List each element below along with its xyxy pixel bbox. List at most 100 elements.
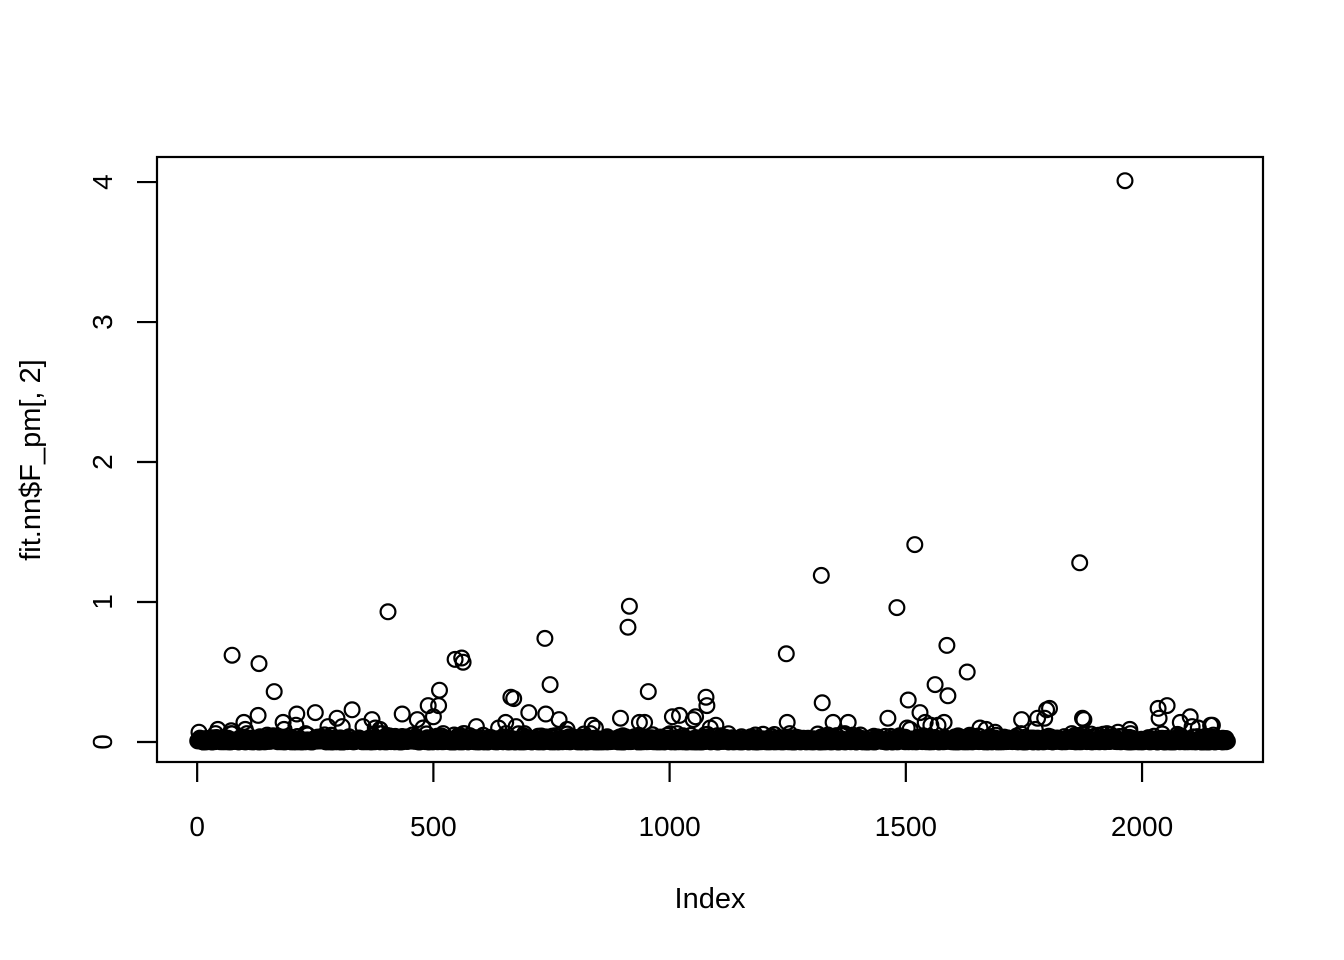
data-point-marker: [901, 720, 919, 738]
data-point-marker: [813, 694, 831, 712]
data-point-marker: [707, 716, 725, 734]
data-point-marker: [879, 709, 897, 727]
data-point-marker: [265, 683, 283, 701]
y-tick-label: 2: [87, 454, 118, 470]
data-point-marker: [408, 711, 426, 729]
data-point-marker: [639, 683, 657, 701]
x-tick-label: 1000: [638, 811, 700, 842]
data-point-marker: [454, 653, 472, 671]
x-axis-title: Index: [675, 883, 746, 915]
data-point-marker: [343, 701, 361, 719]
data-point-marker: [1040, 699, 1058, 717]
data-point-marker: [971, 719, 989, 737]
data-point-marker: [235, 713, 253, 731]
data-point-marker: [414, 719, 432, 737]
data-point-marker: [1013, 711, 1031, 729]
data-point-marker: [1181, 708, 1199, 726]
data-point-marker: [236, 720, 254, 738]
data-point-marker: [812, 566, 830, 584]
y-tick-label: 3: [87, 314, 118, 330]
x-tick-label: 1500: [875, 811, 937, 842]
data-point-marker: [1150, 709, 1168, 727]
data-point-marker: [698, 697, 716, 715]
data-point-marker: [1036, 709, 1054, 727]
data-point-marker: [431, 681, 449, 699]
data-point-marker: [1121, 720, 1139, 738]
data-point-marker: [223, 646, 241, 664]
data-point-marker: [1026, 720, 1044, 738]
data-point-marker: [619, 618, 637, 636]
data-point-marker: [986, 723, 1004, 741]
data-point-marker: [306, 704, 324, 722]
data-point-marker: [938, 636, 956, 654]
data-point-marker: [1116, 172, 1134, 190]
data-point-marker: [541, 676, 559, 694]
x-tick-label: 500: [410, 811, 457, 842]
data-point-marker: [636, 713, 654, 731]
x-axis: 0 500 1000 1500 2000: [189, 762, 1173, 842]
data-point-marker: [977, 720, 995, 738]
data-point-marker: [274, 713, 292, 731]
data-point-marker: [697, 688, 715, 706]
data-point-marker: [777, 645, 795, 663]
data-point-marker: [1073, 709, 1091, 727]
data-point-marker: [507, 718, 525, 736]
data-point-marker: [586, 719, 604, 737]
data-point-marker: [275, 720, 293, 738]
data-point-marker: [935, 713, 953, 731]
data-point-marker: [630, 713, 648, 731]
plot-border: [155, 155, 1265, 764]
data-point-marker: [684, 711, 702, 729]
data-point-marker: [550, 711, 568, 729]
x-tick-label: 0: [189, 811, 205, 842]
data-point-marker: [1203, 716, 1221, 734]
data-point-marker: [824, 713, 842, 731]
data-point-marker: [620, 597, 638, 615]
data-point-marker: [583, 716, 601, 734]
data-point-marker: [371, 720, 389, 738]
data-point-marker: [379, 603, 397, 621]
data-point-marker: [687, 708, 705, 726]
data-point-marker: [209, 720, 227, 738]
data-point-marker: [906, 536, 924, 554]
data-point-marker: [899, 691, 917, 709]
y-tick-label: 4: [87, 174, 118, 190]
data-point-marker: [497, 713, 515, 731]
data-point-marker: [1158, 697, 1176, 715]
data-point-marker: [1218, 732, 1236, 750]
data-point-marker: [1149, 699, 1167, 717]
y-axis-title: fit.nn$F_pm[, 2]: [15, 359, 47, 561]
data-point-marker: [939, 687, 957, 705]
data-point-marker: [250, 655, 268, 673]
data-point-marker: [520, 704, 538, 722]
data-point-marker: [393, 705, 411, 723]
y-tick-label: 0: [87, 734, 118, 750]
data-point-marker: [467, 718, 485, 736]
data-point-marker: [839, 713, 857, 731]
data-point-marker: [1029, 709, 1047, 727]
data-point-marker: [1075, 711, 1093, 729]
data-point-marker: [1109, 723, 1127, 741]
data-point-marker: [611, 709, 629, 727]
y-tick-label: 1: [87, 594, 118, 610]
data-point-marker: [288, 705, 306, 723]
data-point-marker: [1071, 554, 1089, 572]
data-point-marker: [778, 713, 796, 731]
data-points: [189, 172, 1236, 751]
data-point-marker: [911, 704, 929, 722]
data-point-marker: [505, 690, 523, 708]
data-point-marker: [926, 676, 944, 694]
data-point-marker: [536, 629, 554, 647]
data-point-marker: [287, 716, 305, 734]
y-axis: 0 1 2 3 4: [87, 174, 157, 750]
data-point-marker: [328, 709, 346, 727]
data-point-marker: [558, 720, 576, 738]
data-point-marker: [446, 650, 464, 668]
x-tick-label: 2000: [1111, 811, 1173, 842]
data-point-marker: [190, 723, 208, 741]
data-point-marker: [1171, 713, 1189, 731]
data-point-marker: [958, 663, 976, 681]
data-point-marker: [663, 708, 681, 726]
